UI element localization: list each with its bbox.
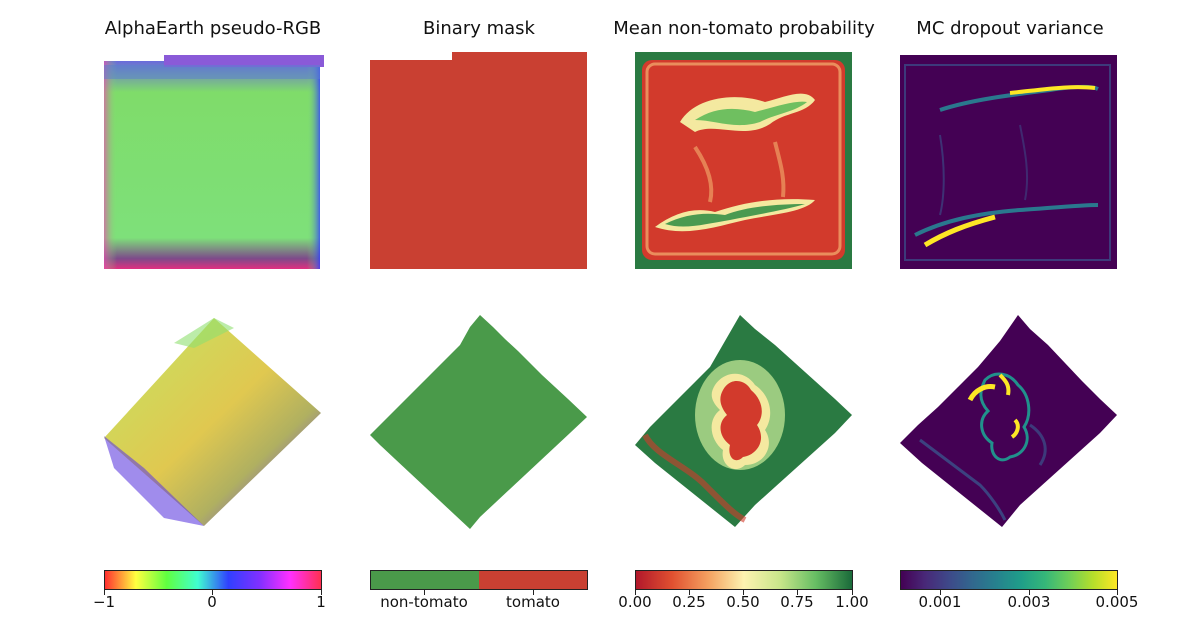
variance-tick (940, 590, 941, 595)
variance-tick-label: 0.005 (1095, 593, 1139, 611)
binary-mask-field-1 (370, 52, 587, 269)
mask-tick (424, 590, 425, 595)
probability-tick-label: 0.75 (780, 593, 814, 611)
probability-field-1 (635, 52, 852, 269)
rgb-tick-label: −1 (92, 593, 116, 611)
rgb-colorbar (104, 570, 322, 590)
probability-field-2 (635, 315, 852, 527)
variance-field-1 (900, 55, 1117, 269)
probability-tick (743, 590, 744, 595)
title-binary-mask: Binary mask (423, 18, 535, 39)
probability-tick-label: 0.25 (672, 593, 706, 611)
rgb-tick (212, 590, 213, 595)
variance-tick (1029, 590, 1030, 595)
probability-tick (852, 590, 853, 595)
probability-tick-label: 0.00 (618, 593, 652, 611)
probability-tick (689, 590, 690, 595)
variance-field-2 (900, 315, 1117, 527)
pseudo-rgb-field-1 (104, 55, 324, 269)
rgb-tick-label: 1 (316, 593, 326, 611)
binary-mask-field-2 (370, 315, 587, 529)
mask-colorbar (370, 570, 588, 590)
mask-category-non-tomato: non-tomato (380, 593, 468, 611)
probability-tick (635, 590, 636, 595)
rgb-tick-label: 0 (207, 593, 217, 611)
variance-colorbar (900, 570, 1118, 590)
mask-category-tomato: tomato (506, 593, 560, 611)
variance-tick-label: 0.001 (918, 593, 962, 611)
probability-colorbar (635, 570, 853, 590)
probability-tick-label: 1.00 (835, 593, 869, 611)
title-mean-probability: Mean non-tomato probability (613, 18, 875, 39)
title-pseudo-rgb: AlphaEarth pseudo-RGB (104, 18, 322, 39)
rgb-tick (321, 590, 322, 595)
rgb-tick (104, 590, 105, 595)
title-mc-variance: MC dropout variance (916, 18, 1104, 39)
variance-tick (1117, 590, 1118, 595)
variance-tick-label: 0.003 (1007, 593, 1051, 611)
probability-tick-label: 0.50 (726, 593, 760, 611)
mask-tick (533, 590, 534, 595)
probability-tick (797, 590, 798, 595)
pseudo-rgb-field-2 (104, 318, 321, 526)
